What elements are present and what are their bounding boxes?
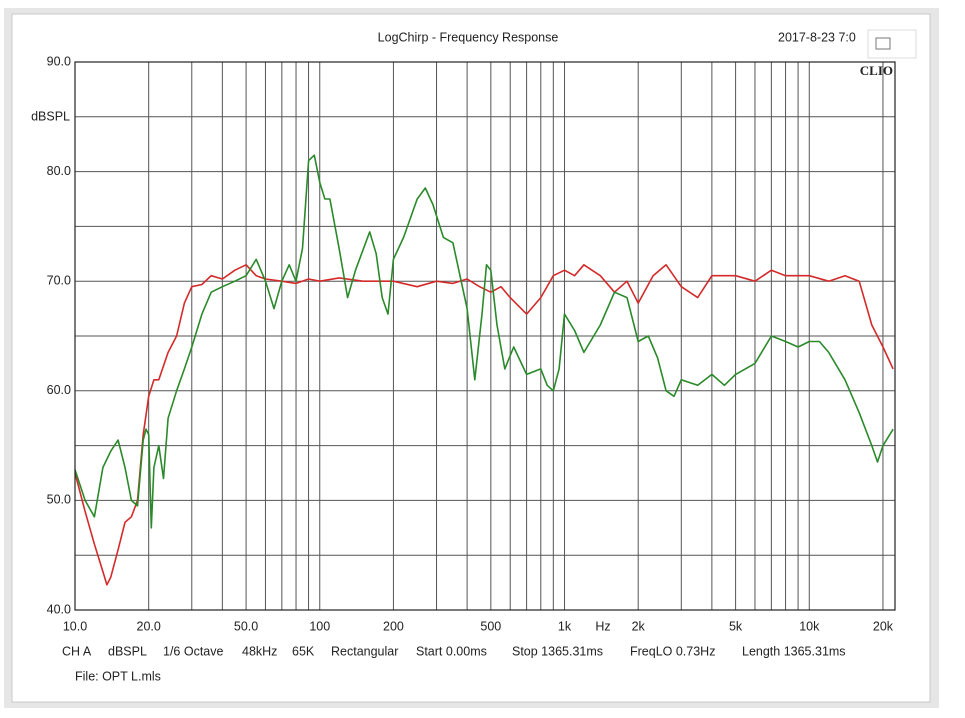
y-tick-label: 70.0 — [47, 273, 71, 287]
y-tick-label: 60.0 — [47, 383, 71, 397]
x-tick-label: 5k — [729, 619, 743, 633]
plot-border — [74, 61, 896, 611]
y-tick-label: 40.0 — [47, 602, 71, 616]
setting: dBSPL — [108, 644, 147, 658]
setting: Stop 1365.31ms — [512, 644, 603, 658]
logo: CLIO — [860, 63, 893, 78]
chart-title: LogChirp - Frequency Response — [378, 30, 559, 44]
date: 2017-8-23 7:0 — [778, 30, 856, 44]
setting: 65K — [292, 644, 315, 658]
x-tick-label: 20k — [873, 619, 894, 633]
series-line — [74, 263, 894, 586]
x-tick-label: 100 — [309, 619, 330, 633]
y-tick-label: 50.0 — [47, 493, 71, 507]
y-tick-label: 80.0 — [47, 164, 71, 178]
setting: Start 0.00ms — [416, 644, 487, 658]
image-button[interactable] — [867, 29, 917, 59]
series-line — [74, 154, 894, 529]
image-icon — [875, 37, 891, 50]
x-tick-label: 10k — [799, 619, 820, 633]
setting: 1/6 Octave — [163, 644, 223, 658]
setting: FreqLO 0.73Hz — [630, 644, 715, 658]
setting: Length 1365.31ms — [742, 644, 846, 658]
x-tick-label: 10.0 — [63, 619, 87, 633]
y-axis-label: dBSPL — [31, 109, 70, 123]
x-tick-label: 500 — [480, 619, 501, 633]
y-tick-label: 90.0 — [47, 54, 71, 68]
x-tick-label: 1k — [558, 619, 572, 633]
setting: 48kHz — [242, 644, 277, 658]
x-axis-label: Hz — [595, 619, 610, 633]
file-name: File: OPT L.mls — [75, 669, 161, 683]
x-tick-label: 50.0 — [234, 619, 258, 633]
setting: Rectangular — [331, 644, 398, 658]
x-tick-label: 200 — [383, 619, 404, 633]
x-tick-label: 2k — [632, 619, 646, 633]
x-tick-label: 20.0 — [137, 619, 161, 633]
setting: CH A — [62, 644, 92, 658]
